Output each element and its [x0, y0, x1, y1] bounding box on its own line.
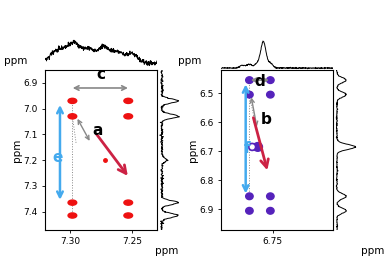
- Ellipse shape: [267, 91, 274, 98]
- Ellipse shape: [249, 143, 256, 150]
- Text: ppm: ppm: [178, 56, 202, 66]
- Ellipse shape: [246, 193, 253, 200]
- Ellipse shape: [68, 200, 77, 205]
- Ellipse shape: [68, 98, 77, 103]
- Ellipse shape: [68, 114, 77, 119]
- Ellipse shape: [246, 208, 253, 214]
- Ellipse shape: [250, 145, 254, 149]
- Ellipse shape: [267, 193, 274, 200]
- Ellipse shape: [253, 143, 263, 151]
- Y-axis label: ppm: ppm: [188, 138, 198, 162]
- Ellipse shape: [68, 213, 77, 218]
- Ellipse shape: [246, 91, 253, 98]
- Text: f: f: [243, 141, 250, 156]
- Text: c: c: [96, 67, 105, 82]
- Text: ppm: ppm: [4, 56, 27, 66]
- Ellipse shape: [124, 98, 132, 103]
- Text: d: d: [254, 74, 265, 89]
- Ellipse shape: [124, 213, 132, 218]
- Text: ppm: ppm: [155, 246, 178, 256]
- Ellipse shape: [124, 114, 132, 119]
- Y-axis label: ppm: ppm: [12, 138, 22, 162]
- Ellipse shape: [124, 200, 132, 205]
- Text: b: b: [261, 112, 271, 127]
- Text: a: a: [92, 123, 103, 138]
- Ellipse shape: [267, 77, 274, 83]
- Ellipse shape: [246, 77, 253, 83]
- Text: e: e: [53, 150, 63, 165]
- Text: ppm: ppm: [361, 246, 384, 256]
- Ellipse shape: [267, 208, 274, 214]
